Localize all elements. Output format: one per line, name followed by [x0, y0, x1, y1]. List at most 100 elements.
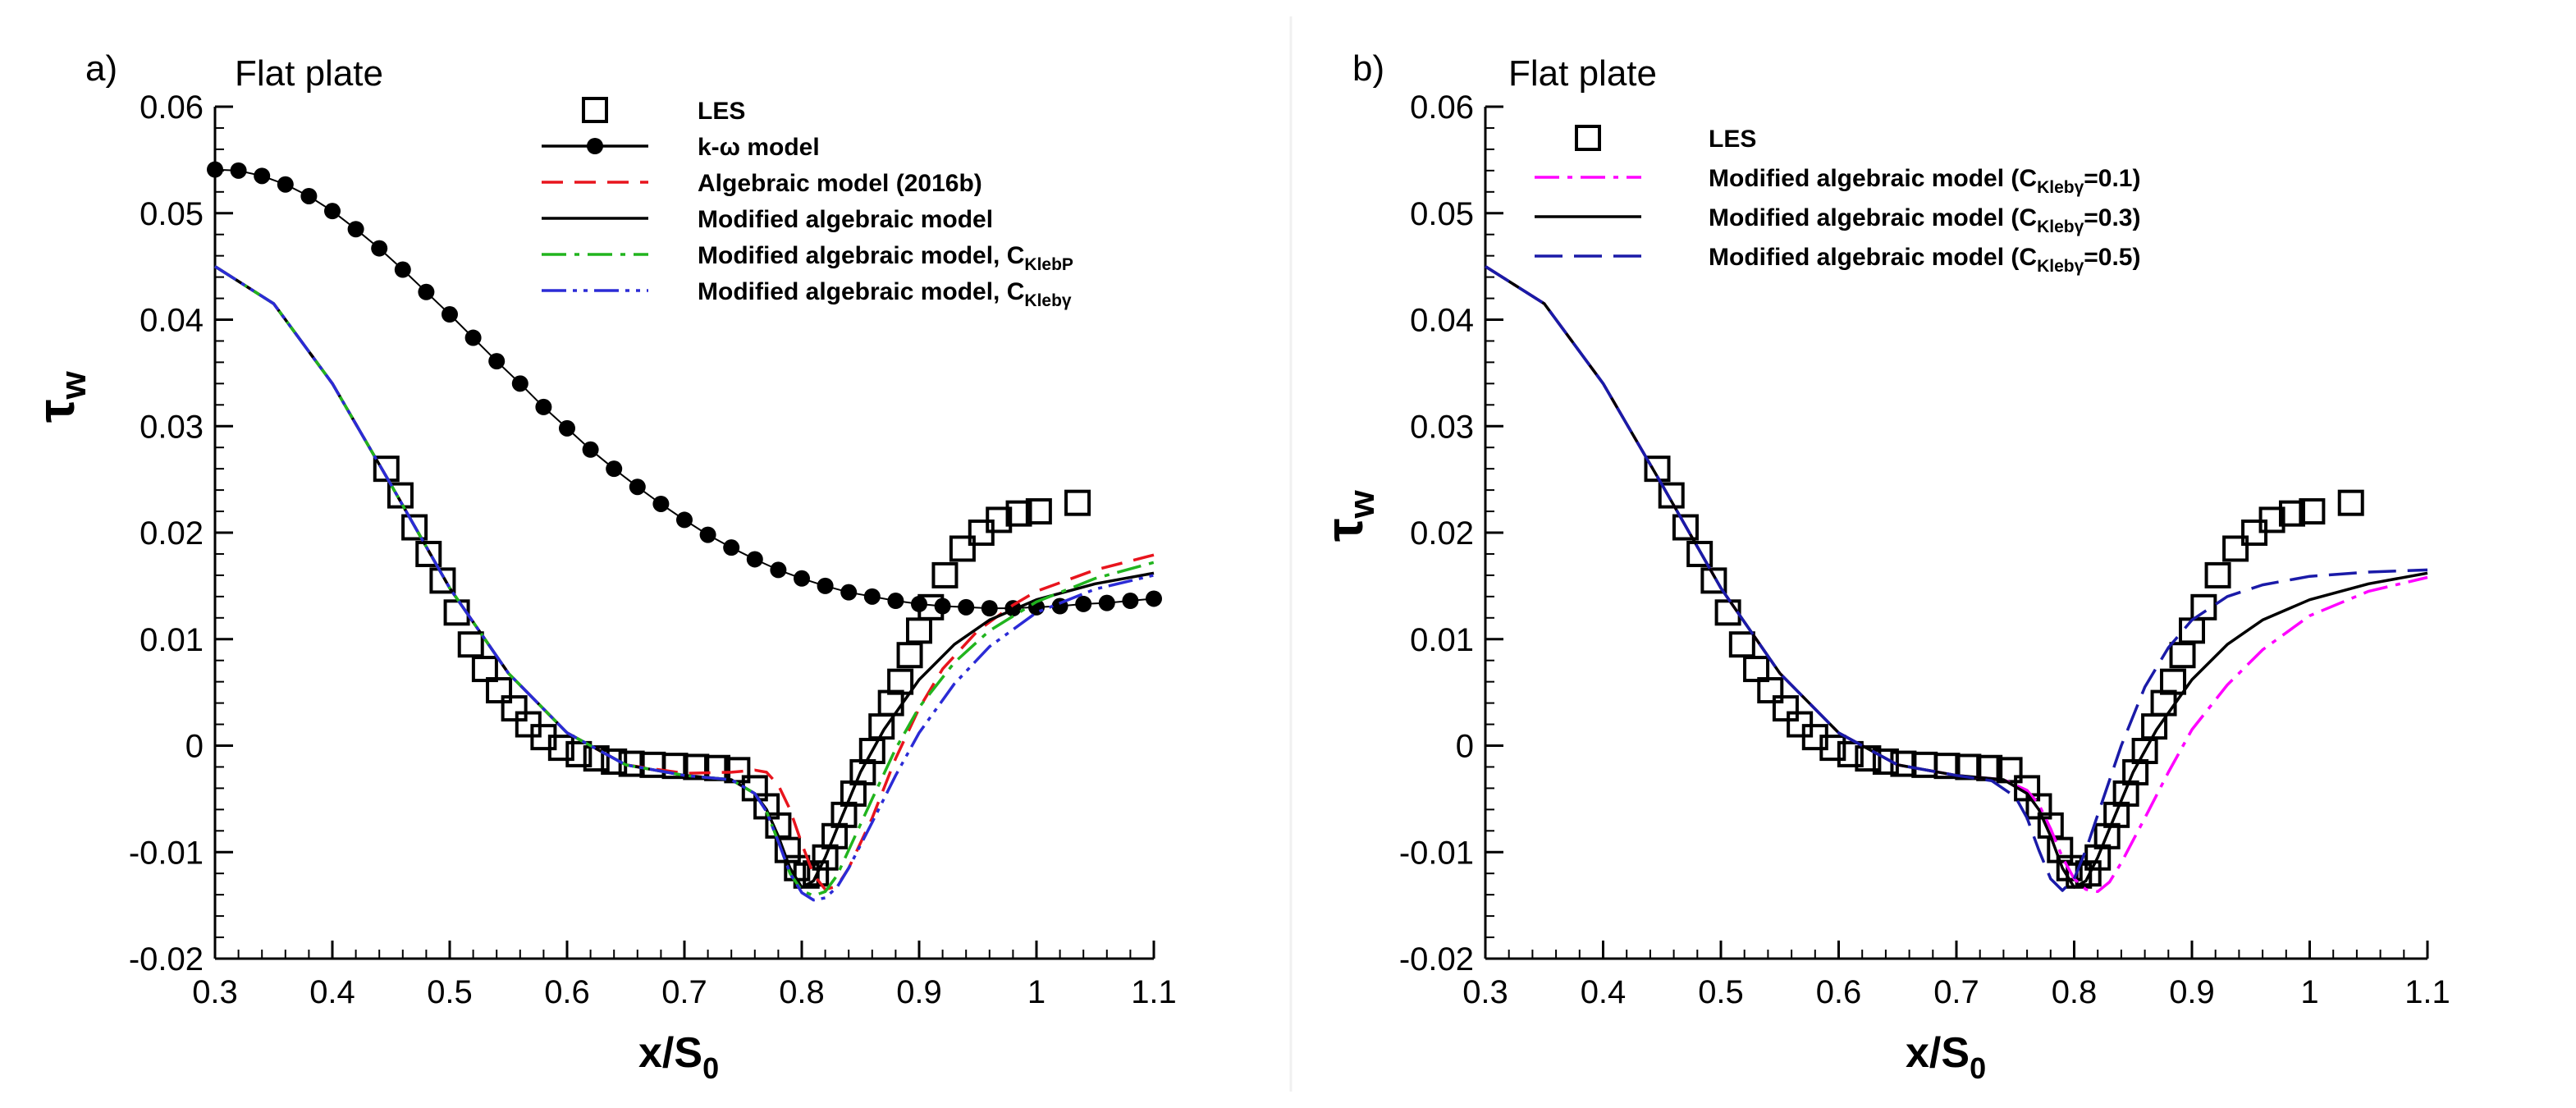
legend-label-a: Modified algebraic model, CKlebP [698, 242, 1073, 274]
legend-label-sub-b: Klebγ [2037, 178, 2084, 197]
x-tick-label-a: 0.4 [309, 974, 355, 1010]
y-axis-label-sub-a: w [53, 370, 94, 400]
kw-marker-a [817, 577, 834, 594]
x-tick-label-b: 0.5 [1698, 974, 1744, 1010]
les-marker-b [1837, 740, 1864, 767]
y-tick-label-b: -0.01 [1399, 835, 1474, 871]
les-marker-a [547, 735, 574, 762]
kw-marker-a [1122, 593, 1139, 610]
kw-marker-a [559, 419, 575, 437]
y-tick-label-b: 0.04 [1410, 303, 1474, 339]
legend-label-a: LES [698, 98, 745, 125]
y-axis-title-b: τw [1315, 489, 1382, 542]
les-marker-a [457, 631, 484, 658]
kw-marker-a [840, 584, 858, 601]
kw-marker-a [300, 187, 318, 204]
legend-label-a: k-ω model [698, 134, 820, 161]
les-marker-a [949, 535, 976, 562]
x-tick-label-b: 0.4 [1581, 974, 1627, 1010]
x-tick-label-b: 0.3 [1462, 974, 1508, 1010]
x-tick-label-b: 0.8 [2052, 974, 2098, 1010]
chart-panel-a: a) Flat plate τw x/S0 0.3 0.4 0.5 0.6 0.7 0.8… [26, 48, 1177, 1085]
les-marker-a [821, 822, 849, 849]
legend-label-b: LES [1709, 126, 1756, 153]
legend-swatch-marker-a [587, 138, 603, 154]
les-marker-a [583, 745, 610, 772]
y-tick-label-a: 0.02 [140, 515, 204, 552]
legend-label-suffix-b: =0.5) [2084, 244, 2140, 271]
x-tick-label-a: 0.5 [427, 974, 473, 1010]
x-tick-label-a: 0.6 [544, 974, 590, 1010]
legend-item-a: k-ω model [542, 134, 820, 161]
les-marker-b [1855, 745, 1882, 772]
x-tick-label-b: 1 [2300, 974, 2318, 1010]
legend-item-b: LES [1575, 125, 1756, 153]
kw-marker-a [442, 306, 458, 323]
legend-item-a: LES [582, 97, 745, 125]
x-tick-label-a: 0.3 [192, 974, 238, 1010]
y-tick-label-a: 0.05 [140, 196, 204, 232]
legend-a: LES k-ω model Algebraic model (2016b) Modif… [542, 97, 1073, 310]
kw-marker-a [488, 353, 506, 370]
les-marker-a [683, 753, 710, 781]
panel-label-b: b) [1352, 48, 1384, 89]
les-marker-b [1686, 540, 1714, 567]
x-tick-label-a: 1.1 [1131, 974, 1177, 1010]
kw-marker-a [629, 478, 646, 496]
les-marker-b [1757, 677, 1784, 704]
les-marker-b [1644, 456, 1671, 483]
les-marker-a [387, 482, 414, 509]
kw-marker-a [254, 167, 271, 185]
x-tick-label-b: 0.9 [2169, 974, 2215, 1010]
y-tick-label-b: 0 [1456, 729, 1474, 765]
les-marker-b [2258, 506, 2285, 533]
les-marker-b [2278, 500, 2305, 527]
les-marker-a [373, 456, 400, 483]
les-marker-a [471, 656, 498, 683]
les-marker-a [812, 844, 839, 871]
kw-marker-a [723, 539, 740, 556]
legend-label-suffix-b: =0.3) [2084, 204, 2140, 231]
kw-marker-a [981, 600, 998, 617]
kw-marker-a [699, 526, 716, 543]
kw-marker-a [324, 203, 341, 220]
les-marker-a [986, 506, 1013, 533]
les-marker-a [803, 860, 830, 887]
les-marker-a [1064, 489, 1091, 516]
legend-label-a: Modified algebraic model [698, 206, 993, 233]
les-marker-b [2093, 822, 2121, 849]
les-marker-b [1728, 631, 1755, 658]
kw-marker-a [394, 261, 411, 278]
les-marker-a [429, 567, 456, 594]
legend-label-sub-b: Klebγ [2037, 257, 2084, 276]
les-marker-a [931, 561, 959, 588]
legend-swatch-les-a [582, 97, 608, 123]
kw-marker-a [1075, 595, 1092, 612]
kw-marker-a [863, 588, 881, 605]
les-marker-a [840, 780, 867, 807]
svg-text:τw: τw [1315, 489, 1382, 542]
y-axis-title-a: τw [26, 370, 94, 423]
x-tick-label-a: 0.8 [779, 974, 825, 1010]
y-axis-label-sub-b: w [1342, 489, 1382, 519]
les-marker-b [2190, 593, 2217, 620]
kw-marker-a [277, 176, 294, 193]
y-tick-label-b: -0.02 [1399, 941, 1474, 978]
series-a-0-les [373, 456, 1091, 889]
les-marker-b [2084, 844, 2112, 871]
kw-marker-a [1146, 590, 1162, 607]
les-marker-a [415, 540, 442, 567]
les-marker-b [1872, 748, 1899, 775]
kw-marker-a [1098, 594, 1115, 611]
y-tick-label-a: 0.04 [140, 303, 204, 339]
axes-b: 0.3 0.4 0.5 0.6 0.7 0.8 0.9 1 1.1 -0.02 -0.01 0 0.01… [1399, 89, 2450, 1010]
x-axis-label-sub-a: 0 [702, 1051, 719, 1085]
les-marker-a [401, 514, 428, 541]
y-tick-label-a: 0.03 [140, 409, 204, 445]
les-marker-b [2337, 489, 2364, 516]
les-marker-b [2299, 498, 2326, 525]
kw-marker-a [464, 329, 482, 346]
y-tick-label-b: 0.03 [1410, 409, 1474, 445]
kw-marker-a [511, 375, 528, 392]
